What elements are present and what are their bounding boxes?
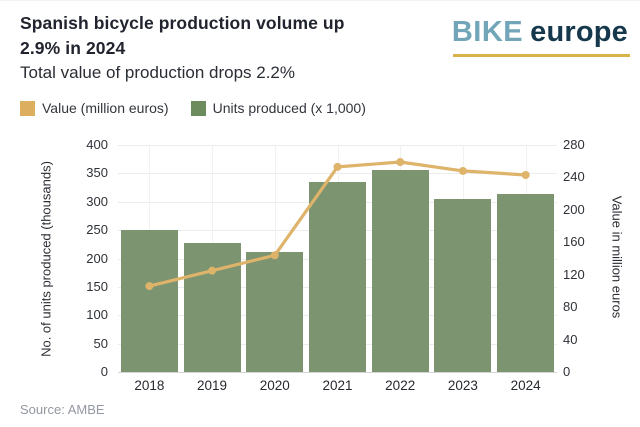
x-label-2019: 2019 (197, 378, 228, 393)
bar-2023 (434, 199, 492, 372)
right-tick-160: 160 (563, 234, 585, 250)
title-line-1: Spanish bicycle production volume up (20, 13, 345, 33)
legend-item-value: Value (million euros) (20, 100, 169, 116)
value-legend-swatch (20, 100, 35, 116)
left-tick-100: 100 (86, 307, 108, 323)
x-label-2024: 2024 (510, 378, 541, 393)
bike-europe-logo: BIKE europe (451, 16, 630, 57)
left-tick-150: 150 (86, 278, 108, 294)
page-title: Spanish bicycle production volume up 2.9%… (20, 11, 344, 61)
left-tick-250: 250 (86, 222, 108, 238)
left-tick-200: 200 (86, 250, 108, 266)
value-line (149, 160, 526, 288)
legend-label-units: Units produced (x 1,000) (212, 100, 366, 116)
right-tick-80: 80 (563, 299, 578, 315)
right-tick-200: 200 (563, 201, 585, 217)
value-line-series (145, 158, 530, 291)
x-label-2018: 2018 (134, 378, 165, 393)
right-tick-280: 280 (563, 137, 585, 152)
chart-legend: Value (million euros) Units produced (x … (20, 100, 366, 116)
value-point-2024 (521, 170, 530, 179)
value-point-2020 (270, 251, 279, 260)
value-point-2022 (396, 158, 405, 167)
right-tick-240: 240 (563, 169, 585, 185)
left-tick-400: 400 (86, 137, 108, 152)
bar-2018 (120, 230, 178, 372)
bar-2021 (309, 181, 366, 372)
logo-underline (452, 54, 630, 57)
left-axis-title: No. of units produced (thousands) (38, 161, 54, 357)
bar-2020 (246, 251, 304, 372)
right-tick-0: 0 (563, 364, 571, 379)
legend-item-units: Units produced (x 1,000) (190, 100, 366, 116)
logo-text-bike: BIKE (451, 16, 524, 48)
left-tick-350: 350 (86, 165, 108, 181)
value-point-2023 (458, 166, 467, 175)
plot-area (118, 145, 557, 373)
value-point-2018 (145, 282, 154, 291)
value-point-2019 (208, 266, 217, 275)
source-note: Source: AMBE (20, 402, 105, 417)
x-label-2021: 2021 (322, 378, 353, 393)
logo-text-europe: europe (530, 16, 628, 48)
subtitle: Total value of production drops 2.2% (20, 63, 296, 82)
x-label-2020: 2020 (259, 378, 290, 393)
right-axis-title: Value in million euros (609, 195, 625, 319)
x-label-2023: 2023 (447, 378, 478, 393)
right-tick-120: 120 (563, 266, 585, 282)
bar-2024 (497, 194, 555, 372)
title-line-2: 2.9% in 2024 (20, 38, 126, 58)
x-label-2022: 2022 (385, 378, 416, 393)
left-tick-50: 50 (93, 335, 108, 351)
left-tick-300: 300 (86, 193, 108, 209)
units-legend-swatch (190, 100, 206, 116)
legend-label-value: Value (million euros) (42, 100, 169, 116)
right-tick-40: 40 (563, 331, 578, 347)
bar-2022 (371, 169, 429, 372)
left-tick-0: 0 (100, 364, 108, 379)
value-point-2021 (333, 162, 342, 171)
